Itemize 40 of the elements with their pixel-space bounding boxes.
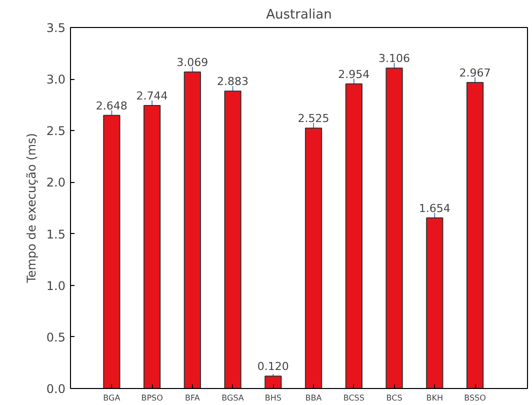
data-label: 2.648 (96, 99, 128, 112)
x-tick-label: BCSS (343, 394, 364, 402)
x-tick-label: BPSO (141, 394, 163, 402)
x-tick-label: BHS (264, 394, 282, 402)
data-label: 1.654 (418, 202, 450, 215)
y-tick-label: 0.0 (46, 382, 66, 396)
y-tick-label: 0.5 (46, 330, 66, 344)
x-tick-label: BKH (426, 394, 444, 402)
bar (103, 114, 120, 388)
bar (386, 68, 403, 388)
x-tick-label: BSSO (464, 394, 486, 402)
y-tick-label: 2.5 (46, 124, 66, 138)
data-label: 3.106 (378, 52, 410, 66)
bar (345, 83, 362, 388)
bar (184, 71, 201, 388)
data-label: 3.069 (176, 56, 208, 69)
y-tick-label: 3.0 (46, 72, 66, 87)
bar (466, 82, 484, 388)
data-label: 0.120 (257, 360, 289, 374)
data-label: 2.954 (338, 68, 370, 81)
y-tick-label: 2.0 (46, 176, 66, 190)
data-label: 2.525 (298, 112, 330, 126)
y-tick-label: 1.5 (46, 227, 66, 242)
bar (143, 104, 161, 388)
y-axis-title: Tempo de execução (ms) (24, 133, 38, 284)
bar (224, 90, 242, 388)
data-label: 2.744 (136, 89, 168, 102)
data-label: 2.967 (459, 66, 491, 80)
bar (264, 376, 282, 388)
x-tick-label: BBA (305, 394, 322, 402)
x-tick-label: BGSA (222, 394, 244, 402)
y-tick-label: 1.0 (46, 278, 66, 293)
chart-title: Australian (266, 8, 332, 22)
bar (304, 128, 322, 388)
x-tick-label: BCS (386, 394, 402, 402)
bar (426, 217, 444, 388)
x-tick-label: BFA (185, 394, 200, 402)
x-tick-label: BGA (103, 394, 121, 402)
y-tick-label: 3.5 (46, 21, 66, 35)
data-label: 2.883 (217, 75, 249, 88)
